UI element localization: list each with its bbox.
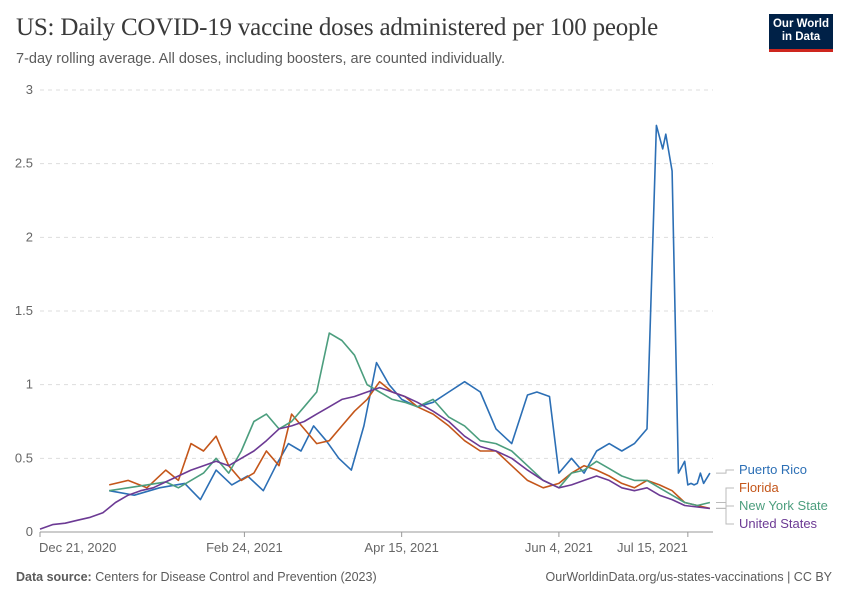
y-tick-label: 3 <box>26 82 33 97</box>
logo-line-1: Our World <box>772 18 829 30</box>
chart-title: US: Daily COVID-19 vaccine doses adminis… <box>16 14 659 41</box>
chart-subtitle: 7-day rolling average. All doses, includ… <box>16 51 505 67</box>
legend-label[interactable]: New York State <box>739 498 828 513</box>
x-tick-label: Dec 21, 2020 <box>39 540 116 555</box>
owid-logo[interactable]: Our World in Data <box>769 14 833 52</box>
x-tick-label: Jun 4, 2021 <box>525 540 593 555</box>
y-tick-label: 2 <box>26 229 33 244</box>
x-tick-label: Jul 15, 2021 <box>617 540 688 555</box>
series-line-united-states[interactable] <box>39 386 710 530</box>
y-axis-ticks: 0 0.5 1 1.5 2 2.5 3 <box>15 82 33 539</box>
y-tick-label: 0.5 <box>15 450 33 465</box>
source-text[interactable]: Centers for Disease Control and Preventi… <box>95 570 377 584</box>
legend-label[interactable]: Florida <box>739 480 780 495</box>
footer-source: Data source: Centers for Disease Control… <box>16 570 377 584</box>
x-axis-ticks: Dec 21, 2020 Feb 24, 2021 Apr 15, 2021 Jun … <box>39 532 689 555</box>
y-tick-label: 1 <box>26 377 33 392</box>
grid-lines <box>40 89 713 533</box>
series-lines <box>39 124 711 530</box>
series-line-puerto-rico[interactable] <box>109 124 711 501</box>
y-tick-label: 1.5 <box>15 303 33 318</box>
source-label: Data source: <box>16 570 92 584</box>
series-line-new-york-state[interactable] <box>109 332 711 507</box>
footer-url[interactable]: OurWorldinData.org/us-states-vaccination… <box>545 570 832 584</box>
y-tick-label: 0 <box>26 524 33 539</box>
y-tick-label: 2.5 <box>15 156 33 171</box>
x-tick-label: Apr 15, 2021 <box>364 540 438 555</box>
series-line-florida[interactable] <box>109 380 711 510</box>
legend-connector <box>716 487 734 509</box>
logo-line-2: in Data <box>781 31 821 43</box>
legend-connector <box>716 469 734 474</box>
legend-connector <box>716 502 734 507</box>
legend-label[interactable]: Puerto Rico <box>739 462 807 477</box>
legend: Puerto Rico Florida New York State United S… <box>716 462 828 531</box>
legend-label[interactable]: United States <box>739 516 818 531</box>
legend-connector <box>716 507 734 525</box>
x-tick-label: Feb 24, 2021 <box>206 540 283 555</box>
